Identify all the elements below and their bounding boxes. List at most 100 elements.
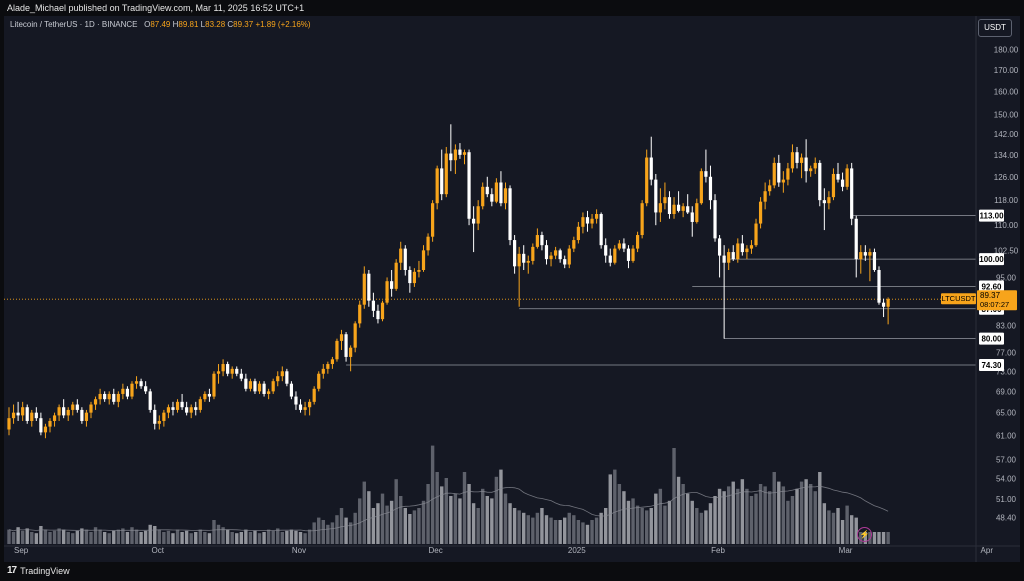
- high-value: 89.81: [178, 20, 199, 29]
- volume-bar: [52, 530, 57, 544]
- candle-body: [194, 407, 198, 410]
- volume-bar: [449, 496, 453, 544]
- candle-body: [572, 240, 576, 249]
- candle-body: [189, 407, 193, 413]
- candle-body: [376, 310, 380, 320]
- candle-body: [535, 235, 539, 247]
- y-tick-label: 65.00: [996, 409, 1017, 418]
- volume-bar: [777, 481, 781, 544]
- volume-bar: [435, 472, 439, 544]
- candle-body: [212, 373, 216, 397]
- x-tick-label: Dec: [428, 546, 442, 555]
- candle-body: [672, 204, 676, 215]
- candle-body: [795, 152, 799, 163]
- volume-bar: [572, 515, 576, 544]
- candle-body: [549, 255, 553, 260]
- price-countdown: 08:07:27: [980, 300, 1009, 309]
- volume-bar: [358, 498, 362, 544]
- candle-body: [563, 259, 567, 265]
- candle-body: [494, 182, 498, 202]
- bolt-icon[interactable]: ⚡: [857, 527, 872, 542]
- candle-body: [39, 418, 43, 433]
- symbol-name: Litecoin / TetherUS · 1D · BINANCE: [10, 20, 138, 29]
- volume-bar: [763, 486, 767, 544]
- volume-bar: [430, 445, 435, 544]
- level-price-label: 113.00: [979, 212, 1004, 221]
- volume-bar: [189, 533, 193, 544]
- volume-bar: [563, 517, 567, 544]
- candle-body: [786, 168, 790, 180]
- volume-bar: [681, 484, 685, 544]
- volume-bar: [490, 498, 494, 544]
- candle-body: [235, 368, 239, 374]
- volume-bar: [57, 528, 61, 544]
- volume-bar: [481, 488, 485, 544]
- volume-bar: [262, 532, 266, 544]
- candle-body: [604, 245, 608, 256]
- volume-bar: [854, 517, 858, 544]
- candle-body: [362, 273, 366, 305]
- volume-bar: [107, 533, 111, 544]
- volume-bar: [731, 481, 735, 544]
- volume-bar: [194, 532, 198, 544]
- volume-bar: [535, 512, 540, 544]
- candle-body: [408, 269, 412, 284]
- volume-bar: [517, 510, 521, 544]
- y-tick-label: 51.00: [996, 495, 1017, 504]
- candle-body: [868, 252, 872, 256]
- volume-bar: [171, 533, 175, 544]
- y-tick-label: 54.00: [996, 475, 1017, 484]
- level-price-label: 92.60: [981, 283, 1002, 292]
- y-tick-label: 95.00: [996, 273, 1017, 282]
- candle-body: [822, 200, 826, 204]
- volume-bar: [389, 500, 394, 544]
- candle-body: [139, 381, 143, 387]
- tradingview-logo[interactable]: 17 TradingView: [7, 565, 70, 576]
- candle-body: [335, 340, 339, 360]
- candle-body: [462, 152, 467, 155]
- volume-bar: [394, 479, 398, 544]
- volume-bar: [203, 532, 207, 544]
- volume-bar: [75, 530, 80, 544]
- volume-bar: [608, 474, 612, 544]
- candle-body: [490, 194, 494, 202]
- candle-body: [289, 383, 294, 397]
- volume-bar: [371, 508, 376, 544]
- publisher-caption: Alade_Michael published on TradingView.c…: [7, 3, 305, 13]
- chart-svg[interactable]: 180.00 170.00 160.00 150.00 142.00 134.00 126.…: [4, 16, 1020, 562]
- candle-body: [125, 388, 130, 397]
- level-price-tag: [979, 253, 1004, 266]
- volume-bar: [80, 528, 84, 544]
- candle-body: [517, 253, 521, 267]
- volume-bar: [335, 515, 339, 544]
- volume-bar: [285, 530, 289, 544]
- volume-bar: [458, 498, 462, 544]
- volume-bar: [544, 515, 549, 544]
- volume-bar: [804, 479, 808, 544]
- currency-button[interactable]: USDT: [978, 19, 1012, 37]
- volume-bar: [722, 491, 726, 544]
- volume-bar: [121, 528, 125, 544]
- candle-body: [262, 383, 266, 394]
- candle-body: [198, 399, 202, 410]
- candle-body: [499, 182, 503, 204]
- candle-body: [554, 250, 558, 256]
- y-tick-label: 126.00: [994, 173, 1019, 182]
- x-tick-label: Feb: [711, 546, 725, 555]
- candle-body: [308, 401, 312, 408]
- volume-bar: [599, 512, 603, 544]
- volume-bar: [212, 520, 216, 544]
- volume-bar: [818, 472, 822, 544]
- volume-bar: [754, 493, 758, 544]
- candle-body: [326, 364, 330, 369]
- volume-bar: [139, 532, 143, 544]
- x-tick-label: Sep: [14, 546, 29, 555]
- y-tick-label: 61.00: [996, 431, 1017, 440]
- chart-frame[interactable]: 180.00 170.00 160.00 150.00 142.00 134.00 126.…: [4, 16, 1020, 562]
- candle-body: [599, 214, 603, 246]
- volume-bar: [658, 488, 663, 544]
- candle-body: [649, 157, 653, 180]
- volume-bar: [166, 530, 171, 544]
- candle-body: [449, 153, 453, 161]
- candle-body: [317, 373, 321, 389]
